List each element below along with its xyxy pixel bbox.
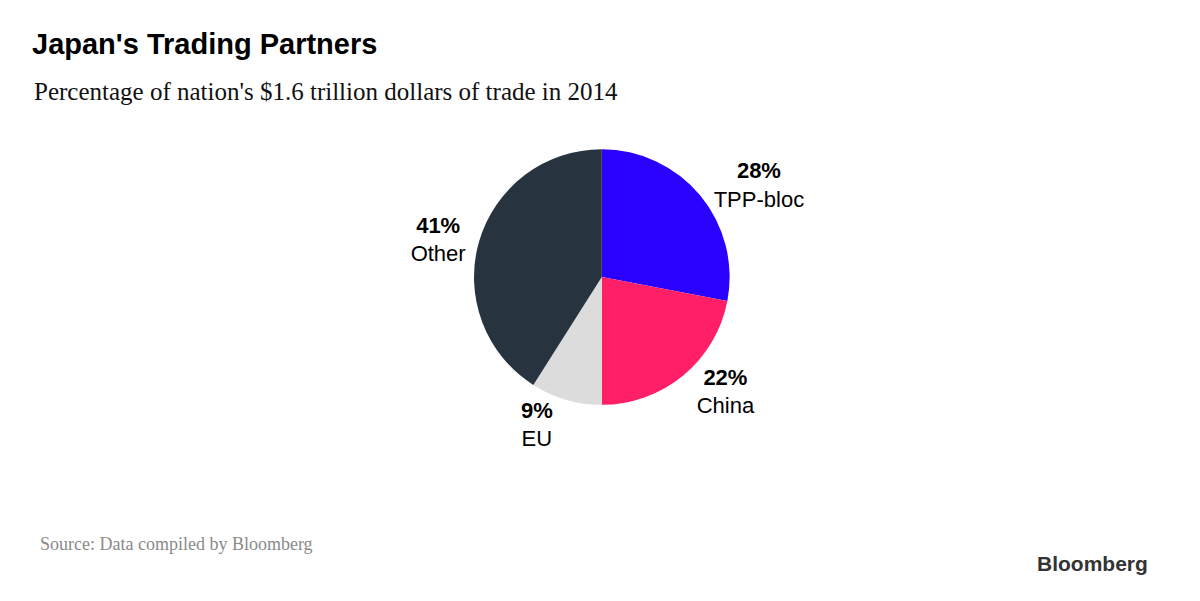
svg-text:Source: Data compiled by Bloom: Source: Data compiled by Bloomberg bbox=[40, 534, 313, 554]
svg-text:9%EU: 9%EU bbox=[521, 398, 553, 452]
svg-text:22%China: 22%China bbox=[697, 365, 755, 419]
svg-text:Percentage of nation's $1.6 tr: Percentage of nation's $1.6 trillion dol… bbox=[34, 78, 618, 105]
svg-text:Japan's Trading Partners: Japan's Trading Partners bbox=[32, 28, 377, 60]
svg-text:Bloomberg: Bloomberg bbox=[1037, 552, 1148, 575]
svg-text:41%Other: 41%Other bbox=[411, 213, 466, 267]
svg-text:28%TPP-bloc: 28%TPP-bloc bbox=[714, 158, 804, 212]
